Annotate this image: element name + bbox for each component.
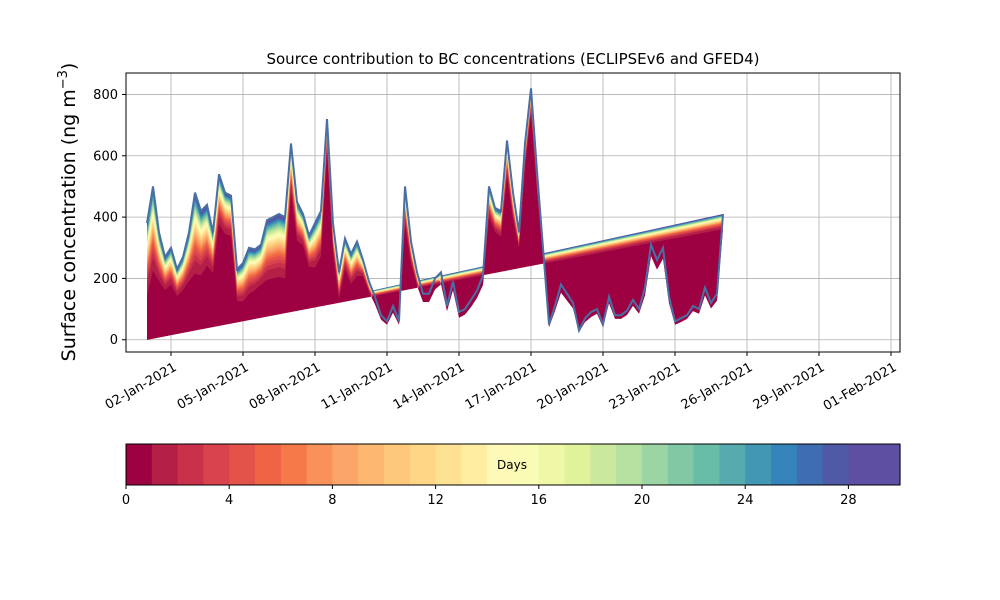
svg-text:Surface concentration (ng m−3): Surface concentration (ng m−3) — [56, 63, 80, 362]
y-tick-label: 600 — [93, 149, 118, 164]
colorbar-tick-label: 24 — [737, 493, 754, 508]
x-tick-label: 08-Jan-2021 — [247, 360, 324, 413]
colorbar-cell-day-28 — [848, 444, 875, 485]
colorbar-cell-day-6 — [280, 444, 308, 485]
y-tick-label: 400 — [93, 211, 118, 226]
stacked-area-layers — [147, 88, 723, 340]
colorbar-cell-day-2 — [177, 444, 204, 485]
colorbar-cell-day-16 — [538, 444, 566, 485]
colorbar-ticks: 0 4 8 12 16 20 24 28 — [122, 485, 857, 508]
x-tick-label: 29-Jan-2021 — [751, 360, 828, 413]
colorbar-cell-day-0 — [126, 444, 153, 485]
x-axis-ticks: 02-Jan-202105-Jan-202108-Jan-202111-Jan-… — [103, 352, 900, 414]
colorbar-cell-day-22 — [693, 444, 720, 485]
y-tick-label: 0 — [110, 333, 118, 348]
colorbar-cell-day-26 — [796, 444, 824, 485]
colorbar-cell-day-5 — [255, 444, 282, 485]
colorbar-cell-day-24 — [745, 444, 772, 485]
y-axis-title: Surface concentration (ng m−3) — [56, 63, 80, 362]
x-tick-label: 02-Jan-2021 — [103, 360, 180, 413]
colorbar-cell-day-13 — [461, 444, 488, 485]
colorbar-tick-label: 28 — [840, 493, 857, 508]
colorbar-cell-day-4 — [229, 444, 256, 485]
colorbar: Days 0 4 8 12 16 20 24 28 — [122, 443, 901, 508]
x-tick-label: 14-Jan-2021 — [391, 360, 468, 413]
colorbar-cell-day-9 — [358, 444, 385, 485]
colorbar-cell-day-27 — [822, 444, 849, 485]
x-tick-label: 17-Jan-2021 — [463, 360, 540, 413]
colorbar-cell-day-8 — [332, 444, 359, 485]
colorbar-cell-day-18 — [590, 444, 617, 485]
colorbar-tick-label: 0 — [122, 493, 130, 508]
colorbar-tick-label: 8 — [328, 493, 336, 508]
colorbar-cell-day-14 — [487, 444, 514, 485]
colorbar-cells — [126, 444, 901, 485]
colorbar-cell-day-1 — [151, 444, 179, 485]
y-axis-title-close: ) — [58, 63, 80, 70]
colorbar-tick-label: 12 — [427, 493, 444, 508]
chart-title: Source contribution to BC concentrations… — [266, 50, 759, 68]
y-tick-label: 200 — [93, 272, 118, 287]
colorbar-label: Days — [497, 458, 527, 472]
colorbar-tick-label: 4 — [225, 493, 233, 508]
colorbar-cell-day-11 — [409, 444, 437, 485]
colorbar-cell-day-21 — [667, 444, 695, 485]
colorbar-cell-day-23 — [719, 444, 746, 485]
colorbar-cell-day-15 — [513, 444, 540, 485]
colorbar-tick-label: 20 — [634, 493, 651, 508]
y-tick-label: 800 — [93, 88, 118, 103]
colorbar-cell-day-3 — [203, 444, 230, 485]
colorbar-cell-day-20 — [642, 444, 669, 485]
x-tick-label: 11-Jan-2021 — [319, 360, 396, 413]
colorbar-frame — [125, 443, 901, 486]
colorbar-cell-day-19 — [616, 444, 643, 485]
colorbar-tick-label: 16 — [531, 493, 548, 508]
x-tick-label: 23-Jan-2021 — [607, 360, 684, 413]
y-axis-ticks: 0 200 400 600 800 — [93, 88, 126, 348]
plot-frame — [125, 72, 901, 353]
x-tick-label: 20-Jan-2021 — [535, 360, 612, 413]
total-concentration-line — [146, 88, 724, 334]
y-axis-title-exponent: −3 — [56, 70, 71, 89]
colorbar-cell-day-12 — [435, 444, 462, 485]
colorbar-cell-day-29 — [874, 444, 901, 485]
x-tick-label: 01-Feb-2021 — [821, 360, 900, 414]
colorbar-cell-day-17 — [564, 444, 591, 485]
colorbar-cell-day-25 — [771, 444, 798, 485]
y-axis-title-text: Surface concentration (ng m — [58, 89, 80, 361]
x-tick-label: 26-Jan-2021 — [679, 360, 756, 413]
colorbar-cell-day-10 — [384, 444, 411, 485]
x-tick-label: 05-Jan-2021 — [175, 360, 252, 413]
area-layer-day-0 — [147, 113, 723, 340]
colorbar-cell-day-7 — [306, 444, 333, 485]
